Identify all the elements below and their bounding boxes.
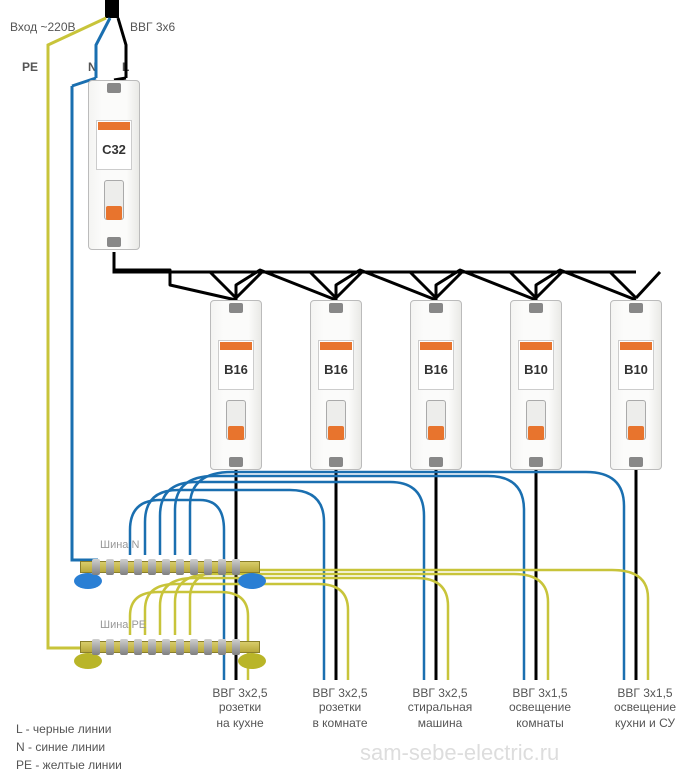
n-label: N: [88, 60, 97, 76]
busbar-n-label: Шина N: [100, 538, 139, 552]
breaker-rating: B10: [610, 362, 662, 377]
busbar-pe: [80, 635, 260, 659]
legend: L - черные линии N - синие линии PE - же…: [16, 720, 122, 774]
breaker-main: C32: [88, 80, 140, 250]
output-2-desc: розетки в комнате: [300, 700, 380, 731]
breaker-2: B16: [310, 300, 362, 470]
diagram-canvas: Вход ~220В ВВГ 3x6 PE N L: [0, 0, 700, 775]
l-label: L: [122, 60, 129, 76]
watermark: sam-sebe-electric.ru: [360, 740, 559, 766]
breaker-5: B10: [610, 300, 662, 470]
main-cable-label: ВВГ 3x6: [130, 20, 175, 36]
breaker-rating: B10: [510, 362, 562, 377]
busbar-pe-label: Шина PE: [100, 618, 146, 632]
breaker-rating: B16: [310, 362, 362, 377]
breaker-3: B16: [410, 300, 462, 470]
output-5-desc: освещение кухни и СУ: [600, 700, 690, 731]
pe-label: PE: [22, 60, 38, 76]
legend-l: L - черные линии: [16, 720, 122, 738]
cable-entry: [105, 0, 119, 18]
breaker-4: B10: [510, 300, 562, 470]
breaker-rating: C32: [88, 142, 140, 157]
input-voltage-label: Вход ~220В: [10, 20, 76, 36]
legend-n: N - синие линии: [16, 738, 122, 756]
output-3-desc: стиральная машина: [400, 700, 480, 731]
breaker-rating: B16: [410, 362, 462, 377]
busbar-n: [80, 555, 260, 579]
output-4-desc: освещение комнаты: [500, 700, 580, 731]
breaker-rating: B16: [210, 362, 262, 377]
output-1-desc: розетки на кухне: [200, 700, 280, 731]
breaker-1: B16: [210, 300, 262, 470]
legend-pe: PE - желтые линии: [16, 756, 122, 774]
